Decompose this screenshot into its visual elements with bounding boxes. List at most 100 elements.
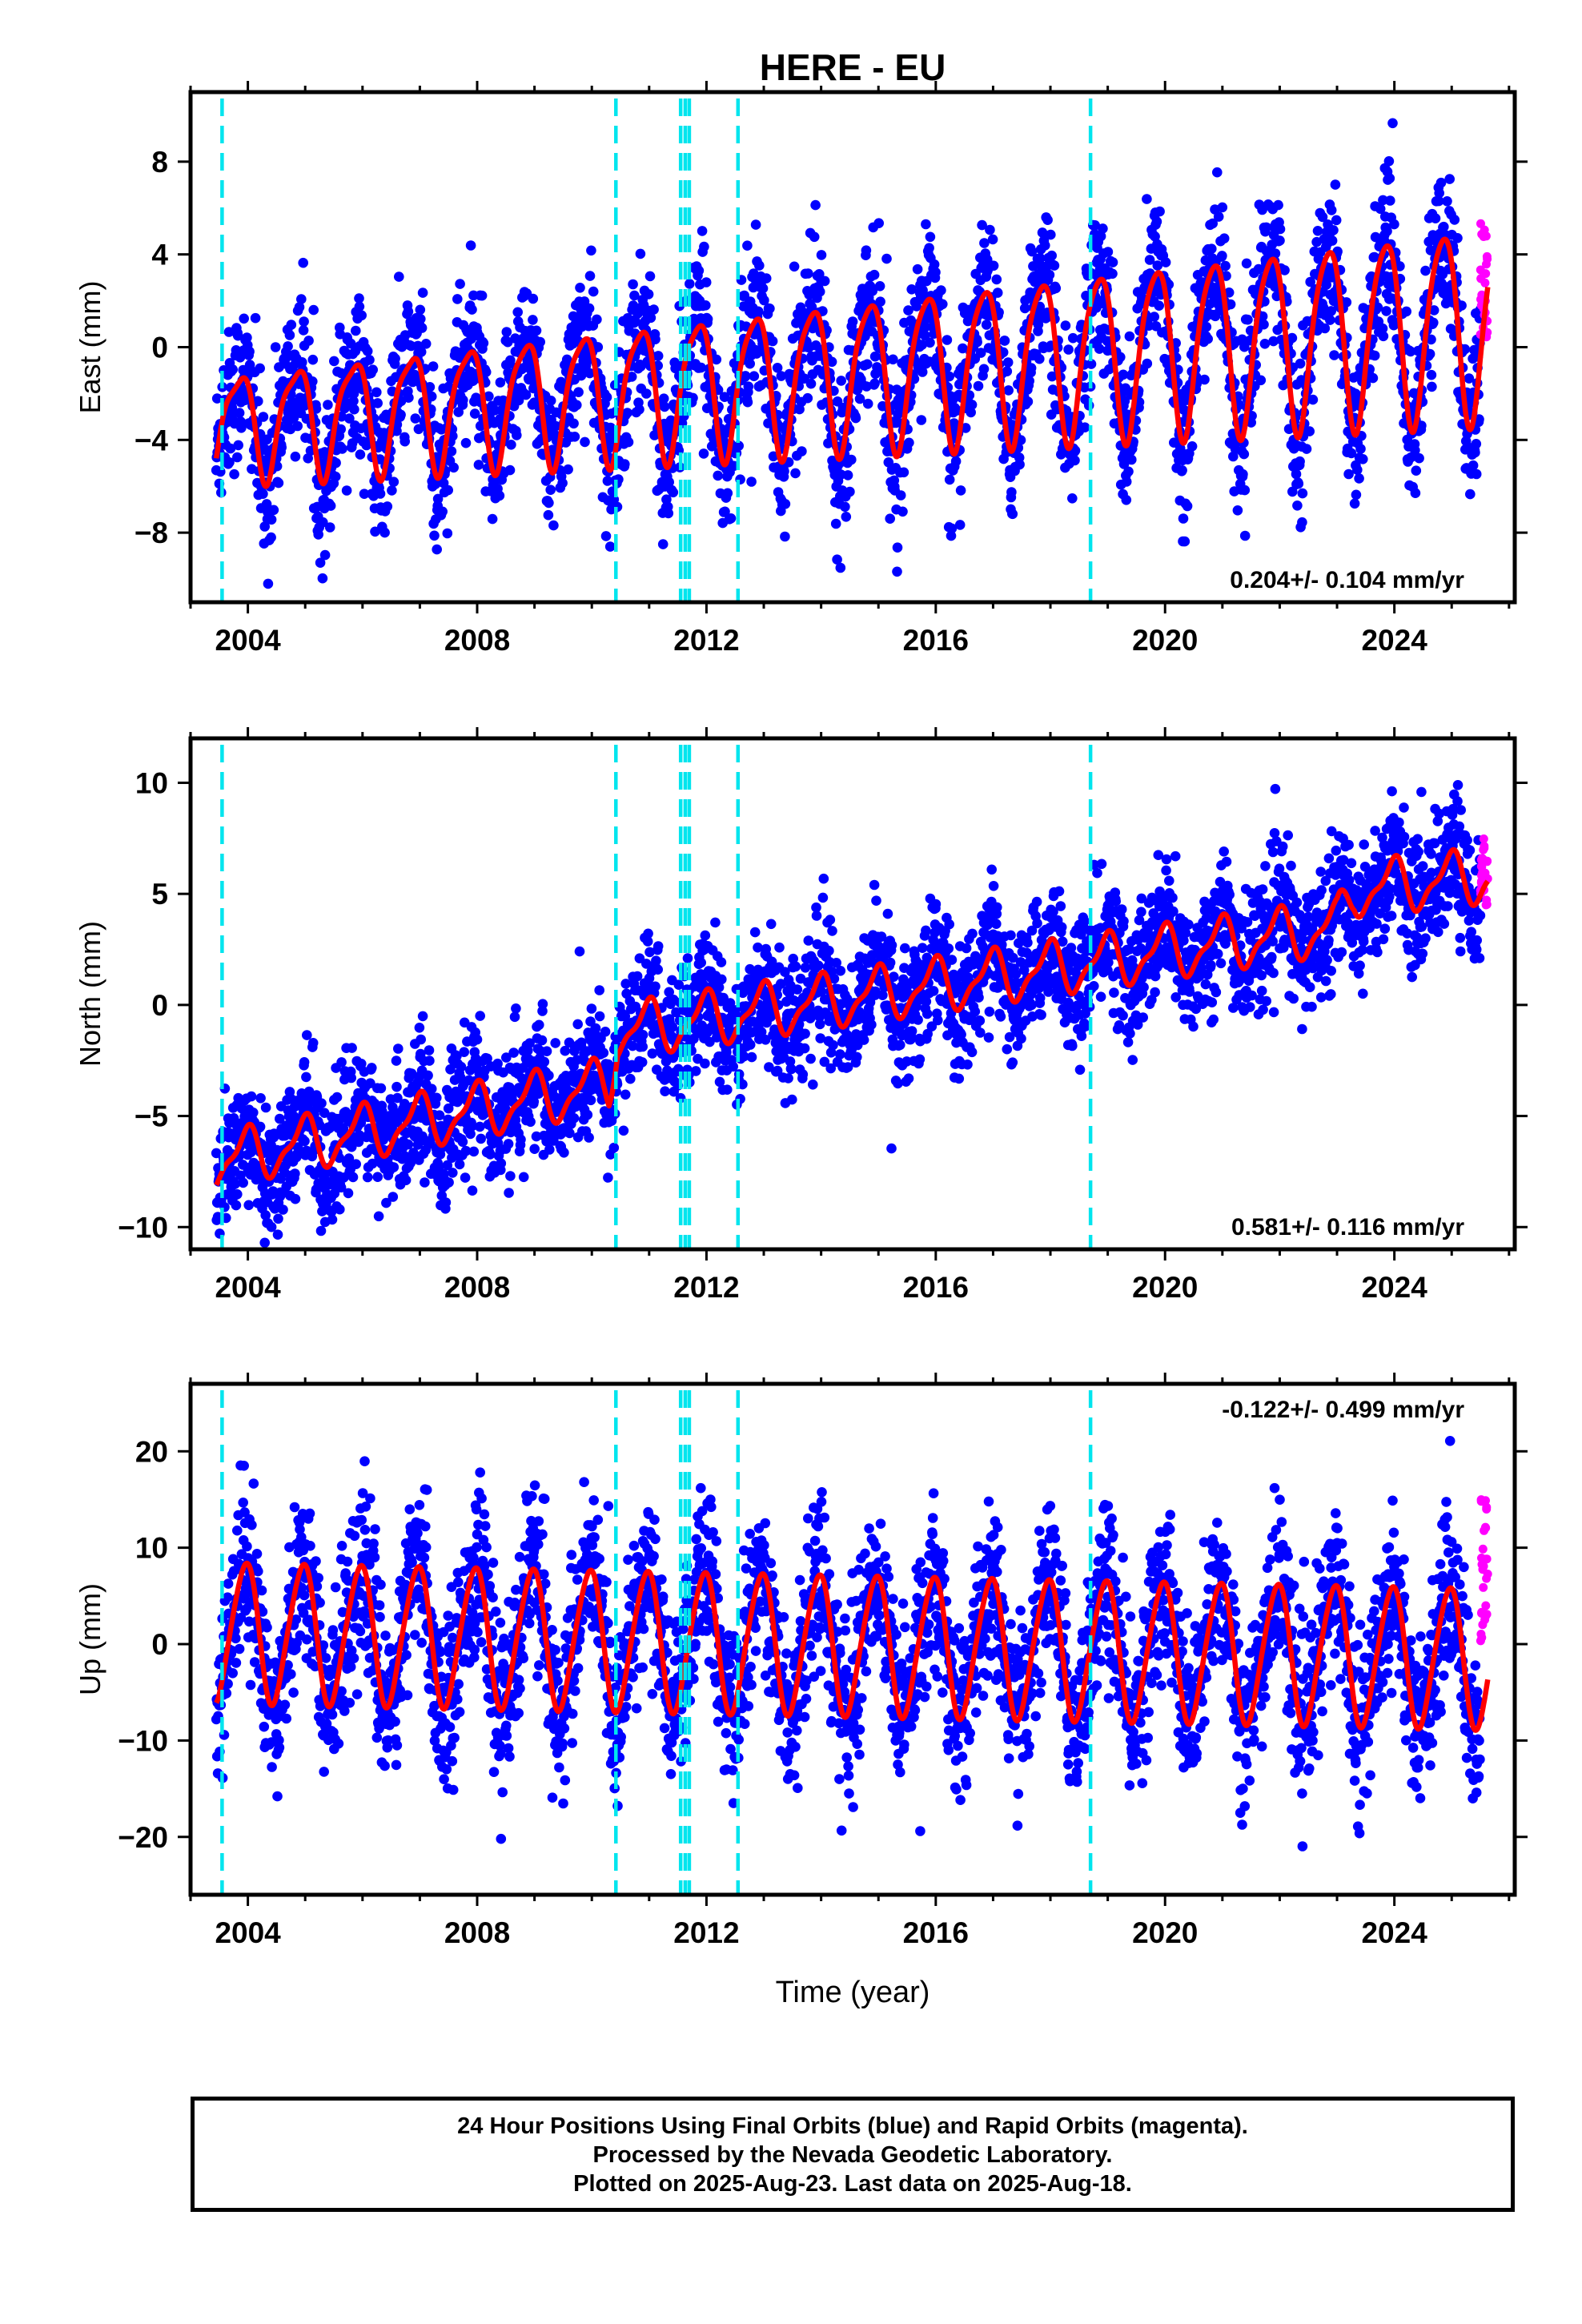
final-orbit-point	[836, 376, 846, 386]
final-orbit-point	[936, 285, 946, 296]
y-tick-label: 4	[151, 239, 168, 271]
final-orbit-point	[307, 1038, 319, 1048]
final-orbit-point	[746, 1051, 757, 1063]
final-orbit-point	[803, 268, 813, 279]
final-orbit-point	[276, 442, 287, 452]
final-orbit-point	[768, 451, 779, 462]
final-orbit-point	[387, 1192, 399, 1202]
final-orbit-point	[742, 240, 753, 251]
final-orbit-point	[651, 955, 661, 966]
final-orbit-point	[750, 219, 761, 230]
final-orbit-point	[1014, 459, 1025, 470]
final-orbit-point	[1312, 226, 1323, 236]
final-orbit-point	[925, 337, 935, 348]
final-orbit-point	[586, 245, 596, 256]
final-orbit-point	[802, 392, 813, 404]
final-orbit-point	[1207, 243, 1217, 255]
final-orbit-point	[478, 338, 489, 348]
final-orbit-point	[620, 459, 630, 469]
final-orbit-point	[550, 1038, 560, 1048]
final-orbit-point	[370, 526, 380, 537]
final-orbit-point	[873, 366, 885, 377]
final-orbit-point	[722, 488, 733, 499]
final-orbit-point	[585, 1095, 596, 1106]
final-orbit-point	[336, 1057, 347, 1068]
final-orbit-point	[416, 347, 427, 357]
final-orbit-point	[1468, 460, 1479, 471]
final-orbit-point	[307, 354, 319, 365]
final-orbit-point	[790, 468, 801, 479]
final-orbit-point	[584, 1132, 594, 1143]
final-orbit-point	[885, 513, 895, 524]
final-orbit-point	[1297, 488, 1308, 499]
final-orbit-point	[650, 981, 661, 992]
final-orbit-point	[442, 528, 453, 539]
final-orbit-point	[701, 277, 712, 287]
final-orbit-point	[504, 464, 516, 476]
final-orbit-point	[1385, 195, 1395, 206]
final-orbit-point	[1349, 498, 1360, 509]
final-orbit-point	[895, 490, 906, 501]
final-orbit-point	[776, 371, 787, 381]
final-orbit-point	[1098, 223, 1108, 234]
final-orbit-point	[1217, 202, 1228, 213]
final-orbit-point	[544, 1144, 555, 1155]
final-orbit-point	[518, 1172, 529, 1183]
final-orbit-point	[354, 301, 365, 312]
final-orbit-point	[1154, 206, 1165, 217]
final-orbit-point	[317, 573, 328, 584]
final-orbit-point	[229, 468, 239, 480]
final-orbit-point	[458, 395, 468, 405]
final-orbit-point	[242, 332, 252, 343]
final-orbit-point	[452, 294, 463, 304]
final-orbit-point	[539, 1056, 550, 1068]
final-orbit-point	[1297, 517, 1307, 528]
final-orbit-point	[290, 451, 301, 462]
final-orbit-point	[780, 531, 790, 542]
final-orbit-point	[273, 477, 284, 489]
final-orbit-point	[690, 1066, 701, 1076]
final-orbit-point	[424, 382, 436, 392]
final-orbit-point	[897, 506, 908, 517]
final-orbit-point	[862, 398, 873, 409]
final-orbit-point	[508, 1047, 519, 1058]
final-orbit-point	[972, 336, 982, 348]
final-orbit-point	[211, 393, 223, 404]
final-orbit-point	[592, 342, 604, 352]
final-orbit-point	[602, 476, 613, 486]
final-orbit-point	[270, 342, 281, 352]
final-orbit-point	[414, 1023, 425, 1033]
final-orbit-point	[725, 513, 737, 524]
final-orbit-point	[626, 372, 637, 382]
final-orbit-point	[682, 953, 693, 963]
final-orbit-point	[468, 1146, 480, 1157]
final-orbit-point	[985, 224, 995, 235]
final-orbit-point	[1022, 396, 1034, 407]
rate-label: 0.204+/- 0.104 mm/yr	[1230, 567, 1464, 593]
final-orbit-point	[476, 1133, 486, 1144]
final-orbit-point	[1079, 422, 1090, 432]
final-orbit-point	[512, 307, 523, 318]
final-orbit-point	[296, 294, 307, 304]
final-orbit-point	[1384, 173, 1395, 183]
final-orbit-point	[1049, 260, 1060, 271]
final-orbit-point	[1293, 478, 1304, 489]
final-orbit-point	[472, 1034, 483, 1045]
final-orbit-point	[648, 304, 659, 315]
final-orbit-point	[233, 440, 244, 451]
final-orbit-point	[1369, 350, 1380, 361]
final-orbit-point	[841, 512, 852, 522]
final-orbit-point	[413, 424, 424, 435]
final-orbit-point	[1006, 487, 1017, 497]
final-orbit-point	[594, 985, 604, 995]
final-orbit-point	[1319, 323, 1331, 334]
final-orbit-point	[955, 485, 966, 496]
final-orbit-point	[1239, 448, 1250, 460]
final-orbit-point	[348, 396, 359, 407]
final-orbit-point	[861, 245, 872, 256]
final-orbit-point	[297, 357, 307, 368]
final-orbit-point	[1255, 375, 1267, 386]
final-orbit-point	[854, 393, 865, 404]
final-orbit-point	[345, 338, 356, 349]
final-orbit-point	[608, 1142, 620, 1153]
